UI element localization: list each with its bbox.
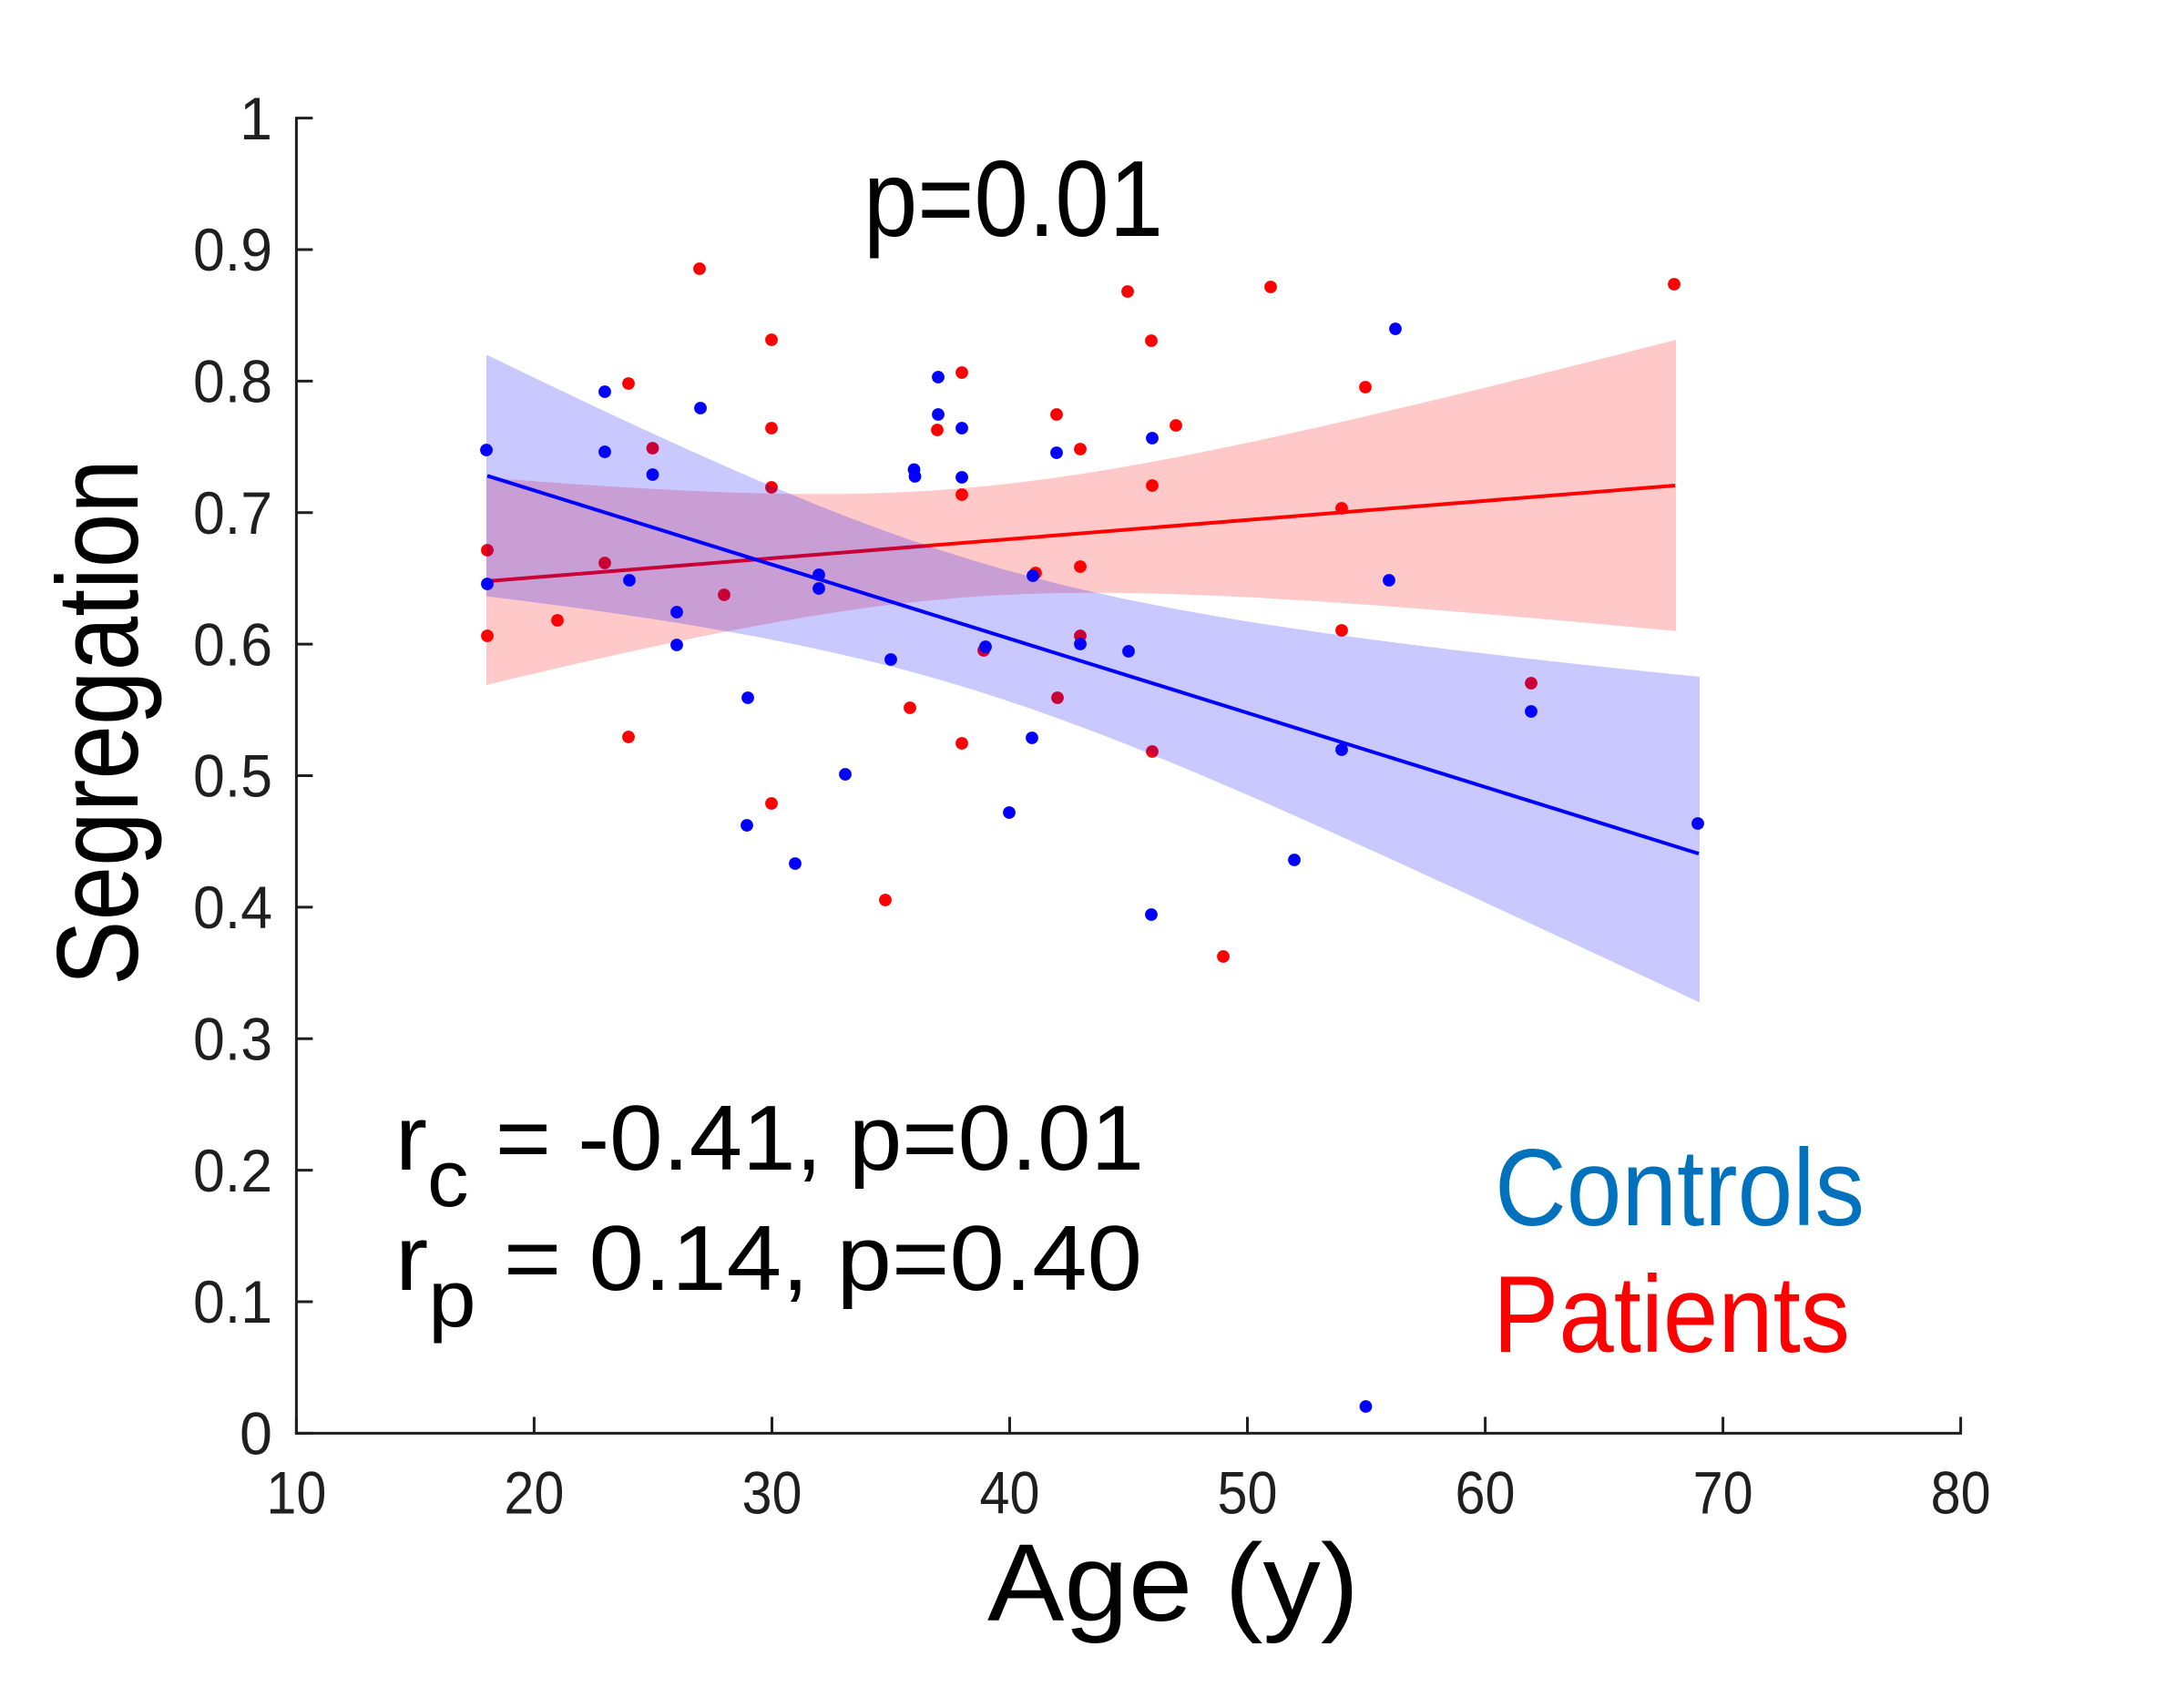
svg-text:10: 10	[266, 1460, 326, 1527]
svg-text:0.3: 0.3	[193, 1006, 272, 1072]
svg-text:p=0.01: p=0.01	[863, 139, 1163, 260]
svg-text:60: 60	[1456, 1460, 1516, 1527]
svg-text:30: 30	[741, 1460, 802, 1527]
svg-text:20: 20	[504, 1460, 564, 1527]
svg-text:0.6: 0.6	[193, 611, 272, 678]
svg-text:40: 40	[979, 1460, 1039, 1527]
svg-text:Controls: Controls	[1495, 1128, 1865, 1249]
svg-text:Segregation: Segregation	[33, 459, 162, 986]
svg-text:80: 80	[1931, 1460, 1991, 1527]
svg-text:Patients: Patients	[1493, 1254, 1850, 1376]
svg-text:0.5: 0.5	[193, 743, 272, 810]
svg-text:70: 70	[1693, 1460, 1753, 1527]
svg-text:0.2: 0.2	[193, 1138, 272, 1204]
svg-text:1: 1	[240, 86, 272, 152]
svg-text:0.7: 0.7	[193, 480, 272, 547]
svg-text:0.9: 0.9	[193, 217, 272, 283]
svg-text:0: 0	[240, 1401, 272, 1468]
svg-text:0.1: 0.1	[193, 1269, 272, 1335]
svg-text:Age (y): Age (y)	[987, 1522, 1359, 1644]
svg-text:0.8: 0.8	[193, 349, 272, 415]
svg-text:0.4: 0.4	[193, 874, 272, 941]
svg-text:50: 50	[1218, 1460, 1278, 1527]
